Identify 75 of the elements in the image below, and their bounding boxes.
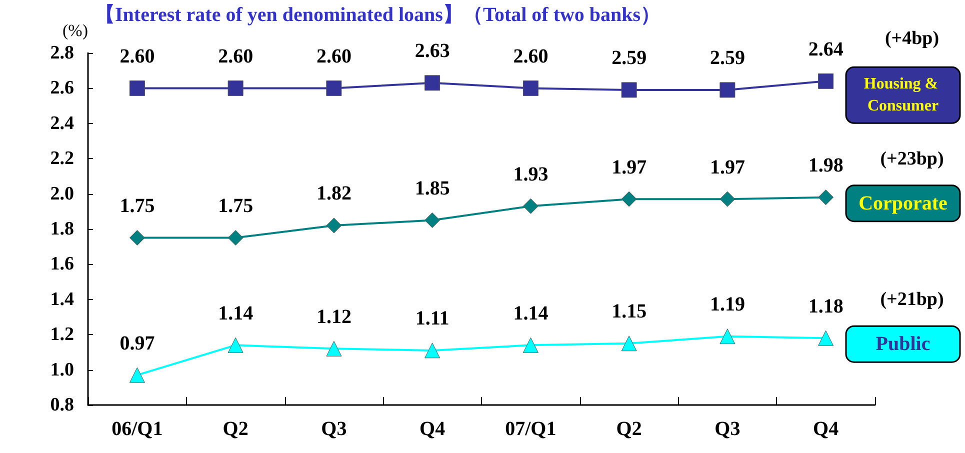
- point: [522, 198, 538, 214]
- data-label: 1.12: [316, 306, 352, 328]
- y-axis-title: (%): [62, 21, 88, 40]
- text: (+23bp): [880, 148, 944, 170]
- point: [522, 80, 538, 96]
- point: [129, 80, 145, 96]
- data-label: 1.75: [120, 195, 155, 218]
- data-label: 1.11: [415, 308, 450, 330]
- data-label: 0.97: [120, 332, 155, 354]
- chart-title: 【Interest rate of yen denominated loans】（Total of two banks）: [95, 4, 661, 26]
- y-tick-label: 1.8: [50, 218, 74, 240]
- y-tick-label: 1.0: [50, 359, 74, 380]
- data-label: 1.98: [808, 154, 844, 177]
- text: Public: [876, 333, 930, 356]
- data-label: 1.19: [710, 294, 745, 316]
- x-tick-label: Q3: [714, 418, 740, 440]
- text: (+4bp): [884, 28, 940, 50]
- point: [621, 82, 637, 98]
- point: [129, 367, 145, 383]
- point: [818, 73, 834, 89]
- point: [129, 230, 145, 246]
- x-tick-label: Q2: [222, 418, 248, 440]
- x-tick-label: 06/Q1: [112, 418, 163, 440]
- y-tick-label: 2.8: [50, 42, 74, 64]
- data-label: 2.64: [808, 38, 844, 60]
- x-tick-label: Q2: [616, 418, 642, 440]
- x-tick-label: Q4: [813, 418, 839, 440]
- data-label: 2.59: [612, 47, 647, 70]
- y-tick-label: 0.8: [50, 394, 74, 416]
- series-label: Housing & Consumer: [864, 76, 942, 115]
- data-label: 1.85: [414, 177, 450, 200]
- data-label: 1.97: [710, 156, 745, 178]
- point: [326, 80, 342, 96]
- point: [720, 328, 736, 344]
- point: [228, 230, 244, 246]
- y-tick-label: 1.6: [50, 254, 74, 275]
- data-label: 2.60: [316, 45, 352, 68]
- y-tick-label: 2.6: [50, 78, 74, 99]
- x-tick-label: Q3: [321, 418, 347, 440]
- x-tick-label: Q4: [420, 418, 446, 440]
- data-label: 1.14: [513, 302, 548, 324]
- point: [720, 82, 736, 98]
- data-label: 2.63: [414, 40, 450, 62]
- data-label: 2.60: [120, 45, 155, 68]
- y-tick-label: 2.0: [50, 183, 74, 204]
- point: [621, 336, 637, 352]
- y-tick-label: 1.4: [50, 288, 74, 310]
- point: [228, 80, 244, 96]
- point: [424, 342, 440, 358]
- y-tick-label: 2.2: [50, 148, 74, 170]
- point: [326, 340, 342, 356]
- point: [424, 75, 440, 91]
- data-label: 1.15: [612, 300, 647, 323]
- data-label: 1.75: [218, 195, 254, 218]
- data-label: 2.60: [218, 45, 254, 68]
- series-label: Corporate: [858, 192, 948, 214]
- point: [522, 337, 538, 353]
- data-label: 1.18: [808, 295, 844, 318]
- data-label: 2.60: [513, 45, 548, 68]
- point: [818, 190, 834, 206]
- data-label: 2.59: [710, 47, 745, 70]
- point: [228, 337, 244, 353]
- point: [621, 191, 637, 207]
- y-tick-label: 2.4: [50, 112, 74, 134]
- x-tick-label: 07/Q1: [505, 418, 556, 440]
- data-label: 1.93: [513, 163, 548, 186]
- text: (+21bp): [880, 289, 944, 310]
- data-label: 1.82: [316, 182, 352, 205]
- data-label: 1.97: [612, 156, 647, 178]
- point: [720, 191, 736, 207]
- y-tick-label: 1.2: [50, 324, 74, 346]
- point: [326, 218, 342, 234]
- point: [424, 212, 440, 228]
- data-label: 1.14: [218, 302, 254, 324]
- point: [818, 330, 834, 346]
